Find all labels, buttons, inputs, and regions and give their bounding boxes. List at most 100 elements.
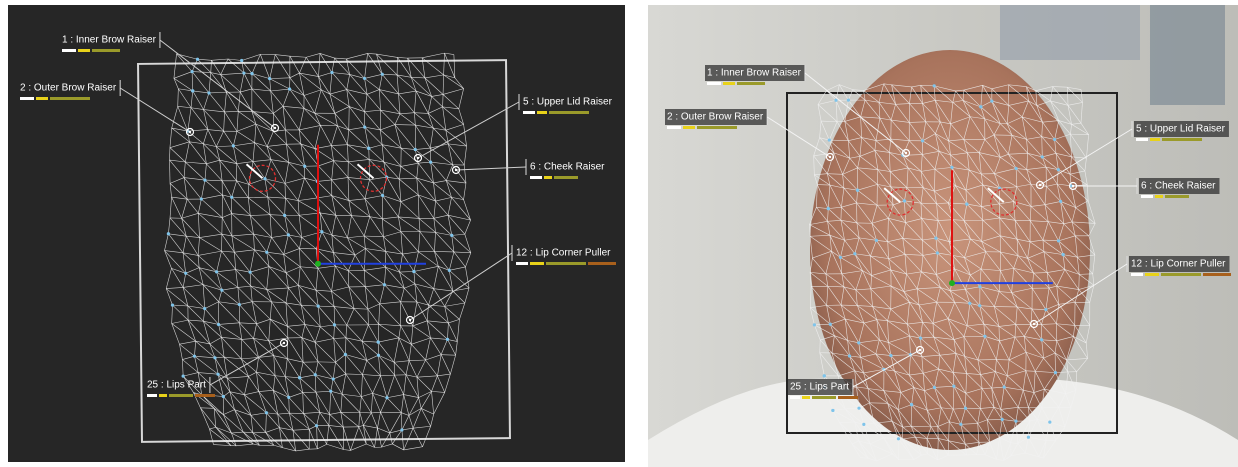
mesh-point [248, 271, 251, 274]
mesh-point [315, 424, 318, 427]
intensity-bar [1155, 195, 1163, 198]
mesh-point [329, 390, 332, 393]
mesh-point [952, 385, 955, 388]
anchor-point [1033, 323, 1035, 325]
anchor-point [905, 152, 907, 154]
mesh-point [853, 252, 856, 255]
mesh-point [216, 373, 219, 376]
mesh-point [230, 196, 233, 199]
mesh-point [184, 272, 187, 275]
mesh-point [381, 194, 384, 197]
mesh-point [450, 234, 453, 237]
intensity-bar [20, 97, 34, 100]
mesh-point [222, 395, 225, 398]
mesh-point [1027, 436, 1030, 439]
mesh-point [344, 353, 347, 356]
mesh-point [1015, 167, 1018, 170]
intensity-bar [1136, 138, 1148, 141]
mesh-point [1044, 308, 1047, 311]
mesh-point [1041, 155, 1044, 158]
mesh-point [857, 407, 860, 410]
intensity-bar [147, 394, 157, 397]
mesh-point [990, 99, 993, 102]
mesh-point [950, 166, 953, 169]
mesh-point [171, 303, 174, 306]
mesh-point [400, 428, 403, 431]
mesh-point [298, 376, 301, 379]
mesh-point [1057, 239, 1060, 242]
mesh-point [215, 270, 218, 273]
intensity-bar [707, 82, 721, 85]
mesh-point [367, 147, 370, 150]
intensity-bar [838, 396, 858, 399]
axis-origin [315, 261, 321, 267]
mesh-point [429, 160, 432, 163]
mesh-point [1059, 200, 1062, 203]
intensity-bar [1161, 273, 1201, 276]
intensity-bar [1162, 138, 1202, 141]
anchor-point [409, 319, 411, 321]
mesh-point [232, 144, 235, 147]
mesh-point [446, 338, 449, 341]
mesh-point [182, 375, 185, 378]
mesh-point [839, 256, 842, 259]
mesh-point [288, 87, 291, 90]
mesh-point [875, 239, 878, 242]
mesh-point [847, 99, 850, 102]
mesh-point [363, 77, 366, 80]
mesh-point [889, 354, 892, 357]
au-label-text: 12 : Lip Corner Puller [1131, 259, 1226, 270]
mesh-point [320, 230, 323, 233]
mesh-point [332, 377, 335, 380]
mesh-point [1054, 371, 1057, 374]
mesh-point [823, 374, 826, 377]
mesh-point [330, 71, 333, 74]
intensity-bar [667, 126, 681, 129]
au-label-text: 2 : Outer Brow Raiser [667, 112, 764, 123]
mesh-point [919, 336, 922, 339]
mesh-point [834, 99, 837, 102]
mesh-point [448, 269, 451, 272]
mesh-point [200, 197, 203, 200]
mesh-point [1057, 168, 1060, 171]
wall-photos [1000, 5, 1140, 60]
mesh-point [921, 139, 924, 142]
mesh-point [934, 237, 937, 240]
mesh-point [377, 341, 380, 344]
mesh-point [856, 189, 859, 192]
axis-origin [949, 280, 955, 286]
intensity-bar [169, 394, 193, 397]
anchor-point [919, 349, 921, 351]
mesh-point [287, 396, 290, 399]
intensity-bar [537, 111, 547, 114]
mesh-point [910, 403, 913, 406]
au-label-text: 25 : Lips Part [147, 380, 206, 391]
intensity-bar [195, 394, 215, 397]
au-label-text: 1 : Inner Brow Raiser [707, 68, 802, 79]
mesh-point [377, 354, 380, 357]
mesh-point [265, 411, 268, 414]
intensity-bar [50, 97, 90, 100]
mesh-point [412, 270, 415, 273]
intensity-bar [812, 396, 836, 399]
mesh-point [268, 77, 271, 80]
intensity-bar [1145, 273, 1159, 276]
intensity-bar [1165, 195, 1189, 198]
anchor-point [829, 156, 831, 158]
screenshot: 1 : Inner Brow Raiser 2 : Outer Brow Rais… [0, 0, 1238, 467]
mesh-point [933, 386, 936, 389]
au-label-text: 5 : Upper Lid Raiser [1136, 124, 1226, 135]
mesh-point [897, 437, 900, 440]
mesh-point [414, 148, 417, 151]
mesh-point [238, 303, 241, 306]
mesh-point [1048, 421, 1051, 424]
intensity-bar [588, 262, 616, 265]
mesh-point [303, 165, 306, 168]
mesh-point [959, 423, 962, 426]
mesh-point [978, 304, 981, 307]
mesh-point [1062, 253, 1065, 256]
intensity-bar [802, 396, 810, 399]
mesh-point [828, 138, 831, 141]
mesh-point [207, 91, 210, 94]
anchor-point [1039, 184, 1041, 186]
